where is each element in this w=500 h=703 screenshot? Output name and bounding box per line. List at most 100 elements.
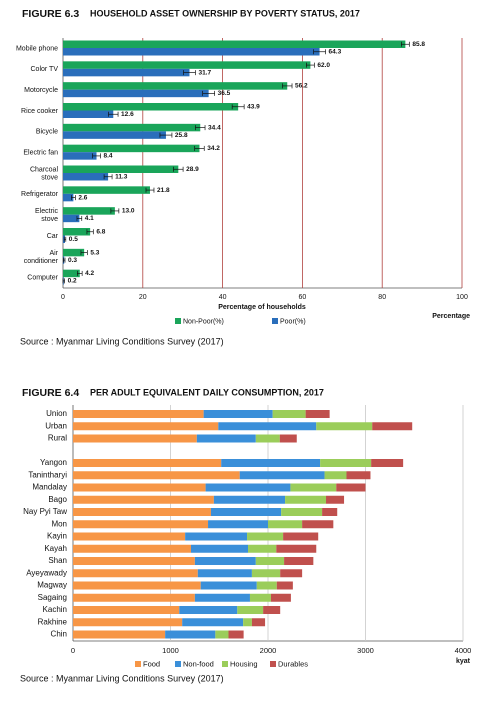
bar-segment — [73, 422, 219, 431]
value-label: 85.8 — [412, 41, 425, 48]
y-tick-label: Urban — [45, 421, 67, 430]
bar-segment — [205, 483, 291, 492]
y-tick-label: Ayeyawady — [26, 568, 67, 577]
bar — [63, 110, 114, 118]
value-label: 34.2 — [207, 145, 220, 152]
bar — [63, 144, 200, 153]
x-tick-label: 60 — [299, 294, 307, 301]
bar-segment — [285, 495, 327, 504]
bar-segment — [200, 581, 257, 590]
bar-segment — [326, 495, 345, 504]
bar-segment — [239, 471, 325, 480]
x-tick-label: 1000 — [162, 646, 179, 655]
y-tick-label: Rural — [48, 434, 67, 443]
bar-segment — [320, 459, 372, 467]
y-tick-label: Mobile phone — [16, 45, 58, 52]
bar — [63, 207, 115, 215]
value-label: 28.9 — [186, 166, 199, 173]
bar — [63, 61, 311, 69]
bar-segment — [73, 618, 183, 627]
y-tick-label: Car — [47, 233, 59, 240]
value-label: 11.3 — [115, 173, 128, 180]
y-tick-label: Computer — [27, 274, 58, 281]
bar-segment — [237, 606, 264, 614]
bar-segment — [371, 459, 404, 467]
bar — [63, 48, 320, 56]
y-tick-label: Refrigerator — [21, 191, 59, 198]
bar-segment — [270, 593, 291, 602]
bar — [63, 131, 166, 139]
bar-segment — [215, 630, 229, 639]
bar-segment — [165, 630, 216, 639]
bar-segment — [73, 520, 209, 529]
bar-segment — [372, 422, 413, 431]
y-tick-label: Air conditioner — [24, 250, 59, 265]
bar-segment — [305, 410, 330, 418]
legend-swatch — [272, 318, 278, 324]
value-label: 8.4 — [104, 153, 113, 160]
value-label: 0.3 — [68, 257, 77, 264]
bar-segment — [280, 569, 303, 578]
bar-segment — [228, 630, 244, 639]
legend-label: Durables — [278, 659, 308, 668]
bar-segment — [73, 606, 180, 614]
bar-segment — [324, 471, 347, 480]
x-tick-label: 4000 — [455, 646, 472, 655]
bar-segment — [268, 520, 303, 529]
bar-segment — [243, 618, 252, 627]
y-tick-label: Charcoal stove — [30, 166, 58, 181]
bar-segment — [73, 508, 211, 516]
bar-segment — [196, 434, 256, 443]
y-tick-label: Electric stove — [35, 208, 58, 223]
bar — [63, 173, 109, 181]
y-tick-label: Sagaing — [38, 593, 67, 602]
value-label: 0.2 — [68, 278, 77, 285]
x-tick-label: 20 — [139, 294, 147, 301]
bar-segment — [218, 422, 317, 431]
x-tick-label: 3000 — [357, 646, 374, 655]
y-tick-label: Yangon — [40, 458, 67, 467]
value-label: 13.0 — [122, 208, 135, 215]
x-tick-label: 80 — [378, 294, 386, 301]
value-label: 2.6 — [78, 194, 87, 201]
bar — [63, 40, 406, 48]
value-label: 34.4 — [208, 124, 221, 131]
bar-segment — [346, 471, 371, 480]
bar — [63, 103, 239, 111]
source: Source : Myanmar Living Conditions Surve… — [20, 336, 224, 346]
x-axis-label: Percentage of households — [218, 304, 306, 311]
y-tick-label: Color TV — [31, 66, 59, 73]
legend-label: Food — [143, 659, 160, 668]
source: Source : Myanmar Living Conditions Surve… — [20, 673, 224, 683]
value-label: 21.8 — [157, 187, 170, 194]
bar-segment — [73, 544, 191, 553]
value-label: 36.5 — [218, 90, 231, 97]
y-tick-label: Bicycle — [36, 129, 58, 136]
y-tick-label: Rakhine — [38, 617, 68, 626]
bar-segment — [73, 569, 198, 578]
bar-segment — [276, 581, 293, 590]
bar — [63, 89, 209, 98]
legend-swatch — [270, 661, 276, 667]
y-tick-label: Rice cooker — [21, 108, 59, 115]
legend-swatch — [175, 661, 181, 667]
legend-label: Non-food — [183, 659, 214, 668]
bar-segment — [73, 532, 186, 541]
value-label: 4.1 — [85, 215, 94, 222]
bar-segment — [73, 483, 206, 492]
bar-segment — [281, 508, 323, 516]
bar-segment — [272, 410, 306, 418]
legend-label: Housing — [230, 659, 258, 668]
y-tick-label: Electric fan — [23, 149, 58, 156]
bar-segment — [73, 557, 195, 565]
bar-segment — [263, 606, 281, 614]
bar-segment — [283, 532, 319, 541]
bar-segment — [221, 459, 321, 467]
bar — [63, 228, 91, 236]
bar-segment — [213, 495, 286, 504]
legend-swatch — [135, 661, 141, 667]
bar-segment — [208, 520, 268, 529]
value-label: 4.2 — [85, 270, 94, 277]
value-label: 64.3 — [329, 48, 342, 55]
